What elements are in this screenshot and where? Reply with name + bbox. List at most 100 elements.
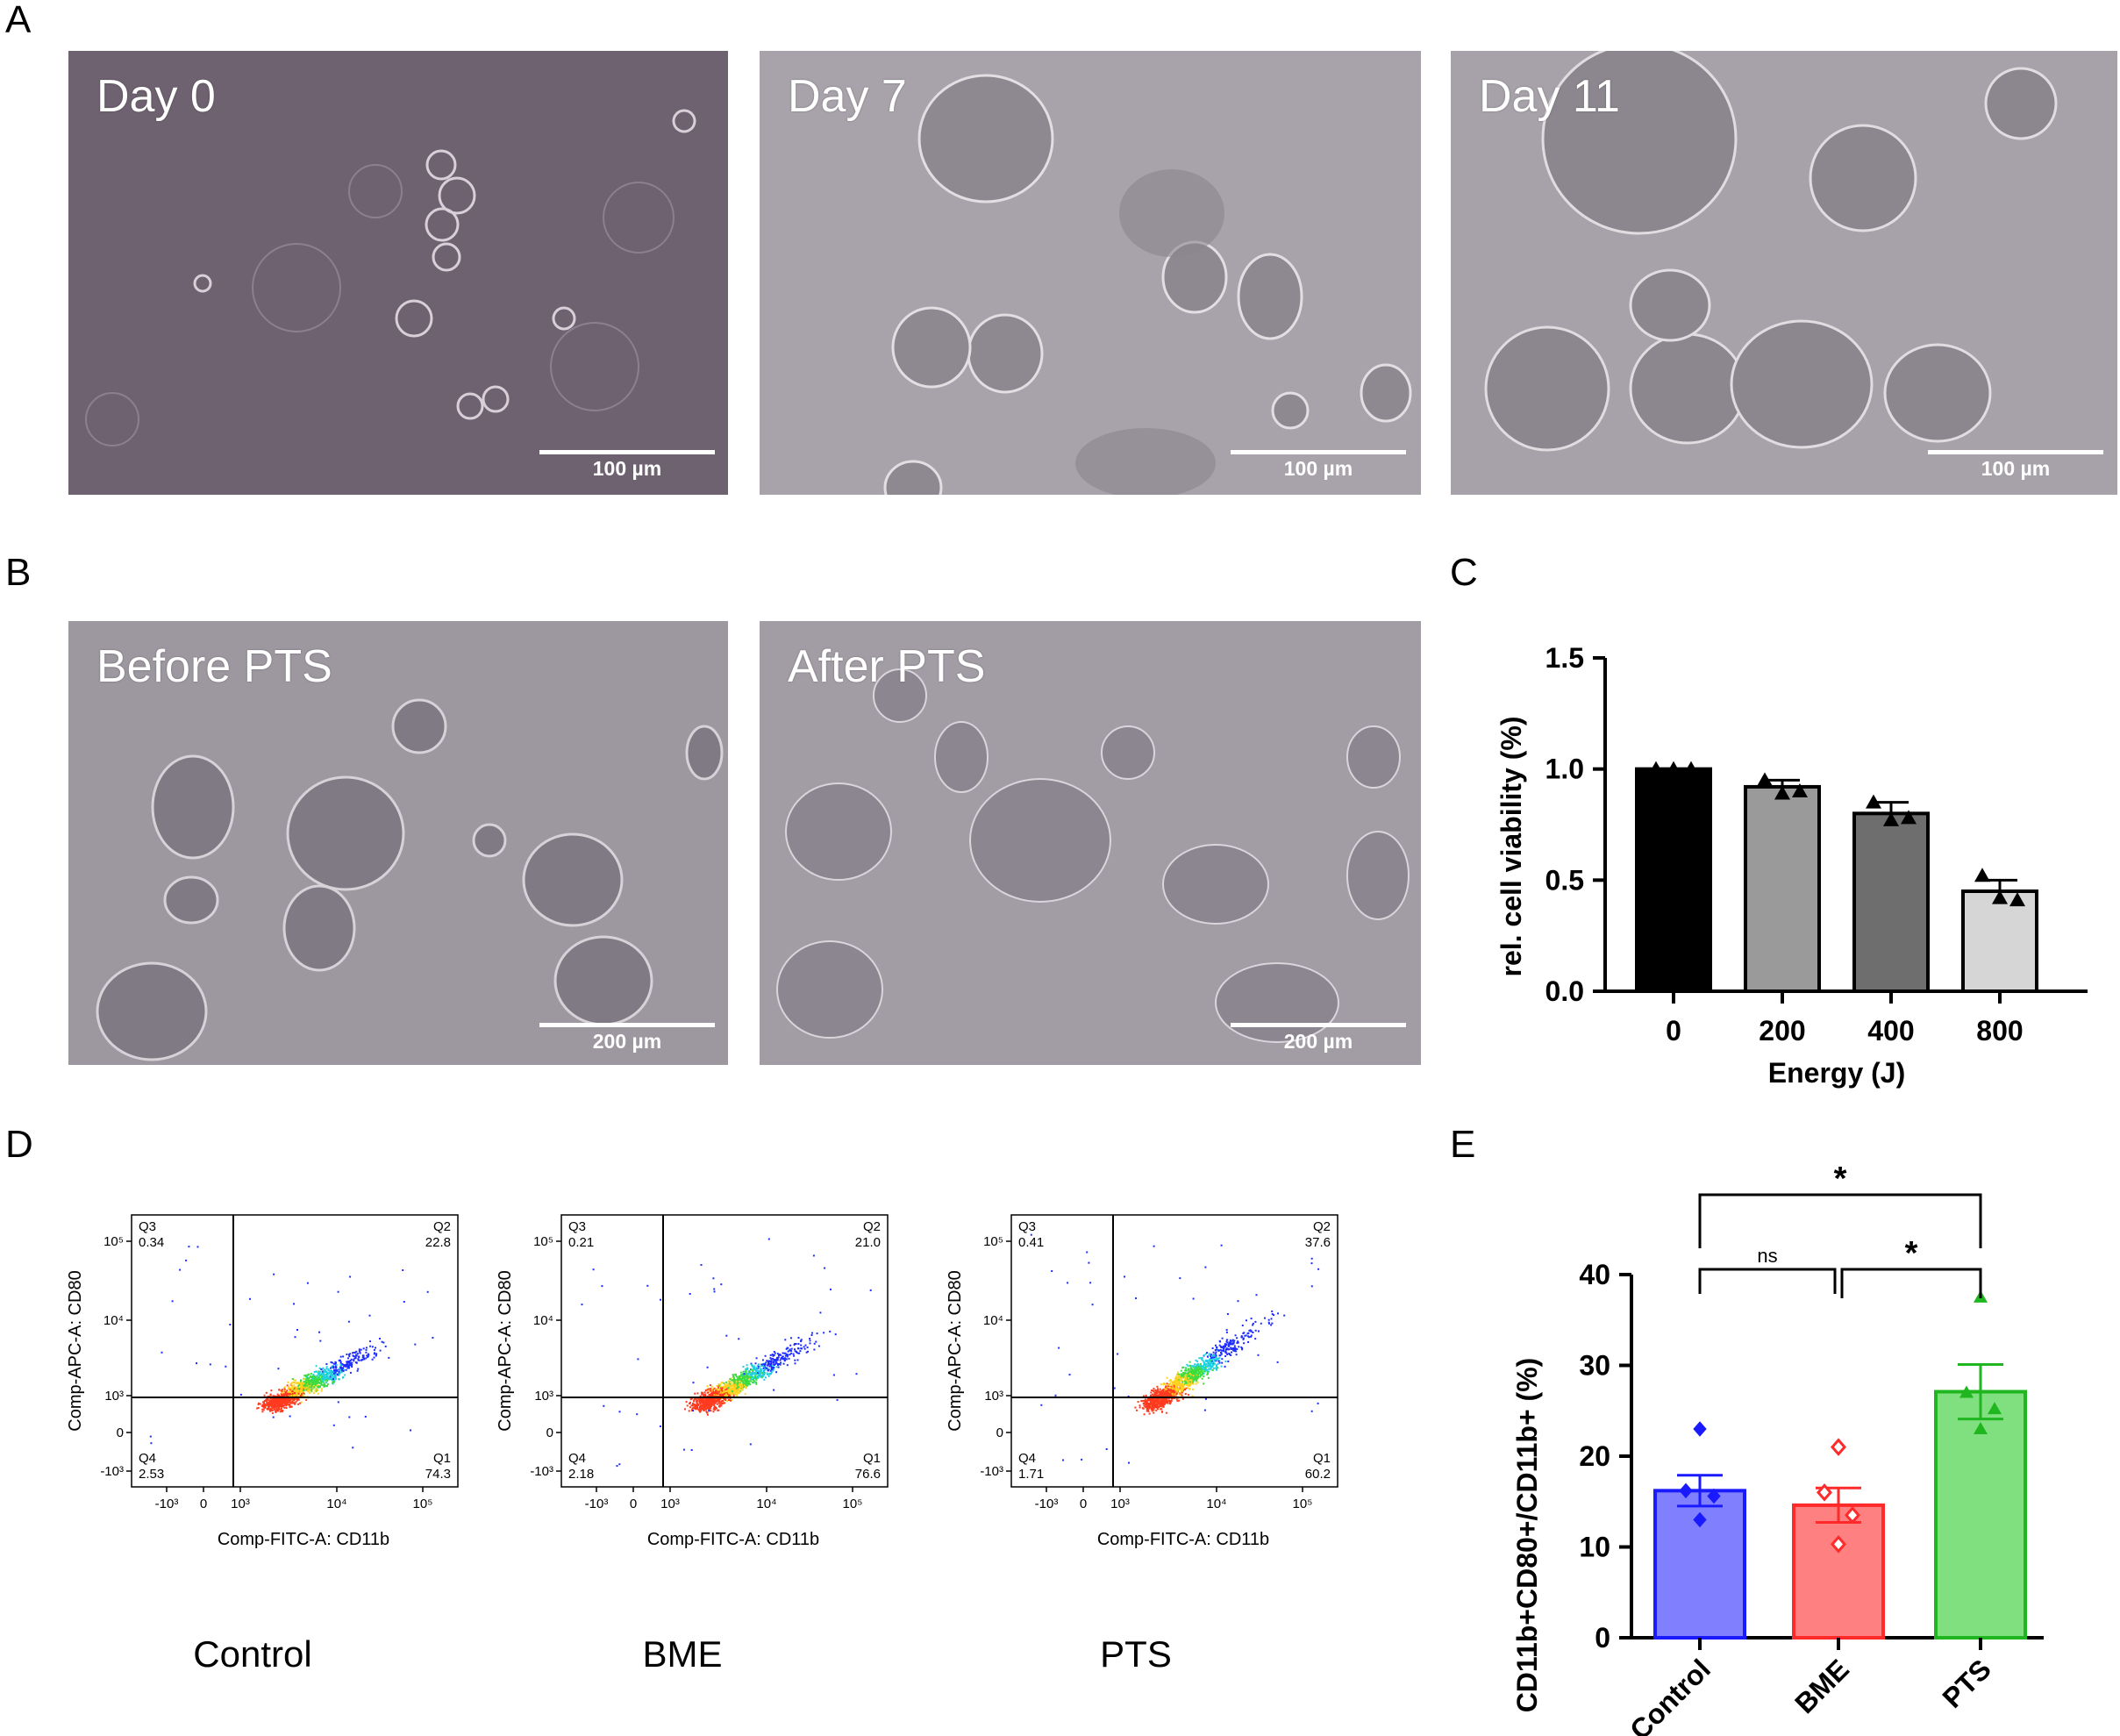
event-dot <box>353 1357 356 1360</box>
event-dot <box>1195 1369 1197 1372</box>
event-dot <box>318 1386 321 1388</box>
event-dot <box>318 1372 321 1375</box>
event-dot <box>269 1409 272 1411</box>
event-dot <box>263 1402 265 1404</box>
event-dot <box>296 1329 298 1331</box>
event-dot <box>273 1404 275 1406</box>
event-dot <box>264 1400 266 1402</box>
event-dot <box>710 1400 713 1403</box>
event-dot <box>1147 1410 1150 1412</box>
event-dot <box>788 1357 790 1360</box>
event-dot <box>1160 1400 1163 1403</box>
event-dot <box>1218 1354 1221 1357</box>
event-dot <box>729 1381 732 1383</box>
event-dot <box>328 1372 331 1375</box>
event-dot <box>1189 1381 1192 1383</box>
event-dot <box>705 1402 708 1404</box>
event-dot <box>1149 1398 1152 1400</box>
event-dot <box>332 1382 334 1385</box>
event-dot <box>379 1349 382 1352</box>
event-dot <box>299 1390 302 1392</box>
event-dot <box>713 1290 716 1293</box>
event-dot <box>1219 1340 1222 1343</box>
event-dot <box>272 1395 275 1397</box>
event-dot <box>716 1403 718 1405</box>
micrograph-after-pts-label: After PTS <box>788 641 986 692</box>
event-dot <box>774 1362 777 1365</box>
data-point <box>1988 1402 2002 1415</box>
event-dot <box>740 1374 743 1376</box>
event-dot <box>1231 1347 1234 1349</box>
event-dot <box>304 1379 307 1382</box>
event-dot <box>747 1383 750 1386</box>
event-dot <box>1241 1347 1244 1349</box>
event-dot <box>718 1391 721 1394</box>
event-dot <box>296 1386 298 1389</box>
event-dot <box>1221 1349 1224 1352</box>
event-dot <box>356 1369 359 1372</box>
event-dot <box>794 1359 796 1361</box>
event-dot <box>1215 1351 1217 1354</box>
event-dot <box>1224 1351 1227 1354</box>
event-dot <box>1270 1324 1273 1326</box>
event-dot <box>1270 1318 1273 1320</box>
event-dot <box>709 1410 711 1412</box>
event-dot <box>784 1357 787 1360</box>
event-dot <box>296 1382 299 1385</box>
event-dot <box>340 1368 343 1370</box>
event-dot <box>753 1382 755 1384</box>
event-dot <box>329 1369 332 1372</box>
event-dot <box>800 1340 803 1343</box>
event-dot <box>1187 1372 1189 1375</box>
event-dot <box>1151 1402 1153 1404</box>
event-dot <box>303 1385 306 1388</box>
event-dot <box>1225 1352 1228 1354</box>
event-dot <box>749 1376 752 1378</box>
event-dot <box>281 1401 283 1404</box>
event-dot <box>322 1367 325 1369</box>
event-dot <box>715 1400 717 1403</box>
event-dot <box>737 1385 739 1388</box>
event-dot <box>744 1374 746 1376</box>
event-dot <box>703 1393 705 1396</box>
event-dot <box>303 1390 305 1391</box>
event-dot <box>738 1387 740 1390</box>
event-dot <box>294 1394 296 1397</box>
event-dot <box>344 1365 346 1368</box>
event-dot <box>1267 1318 1270 1321</box>
event-dot <box>715 1390 717 1392</box>
event-dot <box>1211 1354 1214 1357</box>
event-dot <box>729 1390 732 1393</box>
flow-plot-caption: BME <box>642 1633 723 1675</box>
event-dot <box>1231 1351 1232 1354</box>
event-dot <box>714 1395 717 1397</box>
event-dot <box>739 1383 742 1386</box>
event-dot <box>738 1384 740 1387</box>
event-dot <box>1184 1380 1187 1382</box>
event-dot <box>1249 1329 1252 1332</box>
micrograph-day-7-image <box>760 51 1421 495</box>
event-dot <box>734 1383 737 1386</box>
event-dot <box>1159 1404 1161 1407</box>
y-tick-label: 10³ <box>984 1389 1003 1404</box>
event-dot <box>311 1382 314 1385</box>
event-dot <box>742 1376 745 1379</box>
event-dot <box>718 1390 721 1392</box>
event-dot <box>275 1411 277 1413</box>
event-dot <box>733 1393 736 1396</box>
event-dot <box>1153 1387 1155 1390</box>
event-dot <box>1165 1411 1167 1414</box>
event-dot <box>1051 1270 1053 1272</box>
event-dot <box>1197 1370 1200 1373</box>
event-dot <box>1091 1304 1094 1306</box>
event-dot <box>713 1394 716 1397</box>
event-dot <box>294 1336 296 1339</box>
event-dot <box>290 1387 293 1390</box>
event-dot <box>332 1378 334 1381</box>
event-dot <box>700 1405 703 1408</box>
event-dot <box>1174 1386 1177 1389</box>
data-point <box>1974 868 1990 882</box>
event-dot <box>1154 1404 1157 1407</box>
event-dot <box>346 1365 349 1368</box>
event-dot <box>299 1382 302 1384</box>
